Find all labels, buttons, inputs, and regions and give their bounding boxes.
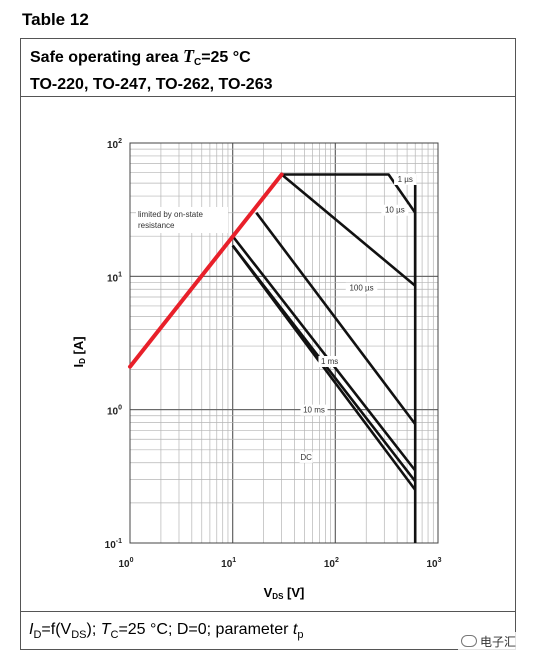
chart-header: Safe operating area TC=25 °C TO-220, TO-… [21, 39, 515, 97]
y-tick-label: 10-1 [105, 538, 122, 551]
footer-tp-var: t [292, 621, 298, 638]
footer-vds-sub: DS [71, 629, 87, 642]
x-tick-label: 101 [221, 557, 236, 570]
watermark: 电子汇 [458, 632, 520, 651]
plot-area-border [129, 142, 439, 544]
table-label: Table 12 [22, 10, 89, 29]
chart-grid [129, 142, 439, 544]
footer-rest: =25 °C; D=0; parameter [118, 621, 293, 638]
curve-label-bg [299, 451, 313, 463]
footer-id-sub: D [33, 629, 42, 642]
footer-close: ); [86, 621, 101, 638]
footer-id-var: I [29, 621, 34, 638]
footer-eq: =f(V [41, 621, 72, 638]
curve-label-bg [381, 204, 409, 216]
curve-label: 10 ms [303, 406, 325, 415]
curve-label-bg [318, 356, 341, 368]
limit-label-bg [136, 207, 228, 233]
header-temp-var: T [182, 46, 194, 66]
footer-tc-sub: C [110, 629, 119, 642]
chart-table-frame: Safe operating area TC=25 °C TO-220, TO-… [20, 38, 516, 650]
header-title-text: Safe operating area [30, 49, 183, 66]
y-tick-label: 100 [107, 405, 122, 418]
curve-label: 1 ms [321, 357, 338, 366]
y-tick-label: 102 [107, 138, 122, 151]
curve-label: DC [300, 453, 312, 462]
y-axis-label: ID [A] [71, 336, 87, 367]
y-tick-label: 101 [107, 271, 122, 284]
series-line-DC [231, 244, 417, 491]
header-temp-sub: C [193, 57, 202, 68]
curve-label-bg [300, 404, 328, 416]
series-line-100-us [255, 211, 417, 425]
x-tick-label: 102 [324, 557, 339, 570]
header-packages: TO-220, TO-247, TO-262, TO-263 [30, 76, 273, 93]
header-temp-value: =25 °C [201, 49, 251, 66]
chart-footer: ID=f(VDS); TC=25 °C; D=0; parameter tp [21, 611, 515, 651]
chart-labels: 100 101 102 103 10-1 100 101 102 limited by on-s… [105, 138, 442, 570]
limit-label-line1: limited by on-state [138, 210, 203, 219]
series-line-1-ms [231, 235, 417, 472]
x-tick-label: 103 [426, 557, 441, 570]
curve-label: 100 µs [349, 284, 373, 293]
footer-tc-var: T [100, 621, 111, 638]
header-title: Safe operating area TC=25 °C [30, 45, 506, 74]
series-line-10-us [280, 173, 417, 287]
curve-label: 10 µs [385, 206, 405, 215]
curve-label-bg [345, 282, 378, 294]
x-tick-label: 100 [118, 557, 133, 570]
x-axis-label: VDS [V] [264, 585, 305, 601]
chat-bubble-icon [461, 635, 477, 647]
curve-label: 1 µs [398, 175, 413, 184]
watermark-text: 电子汇 [480, 635, 517, 649]
footer-tp-sub: p [297, 629, 304, 642]
limit-line-on-state [128, 172, 284, 369]
limit-label-line2: resistance [138, 221, 175, 230]
curve-label-bg [394, 173, 417, 185]
